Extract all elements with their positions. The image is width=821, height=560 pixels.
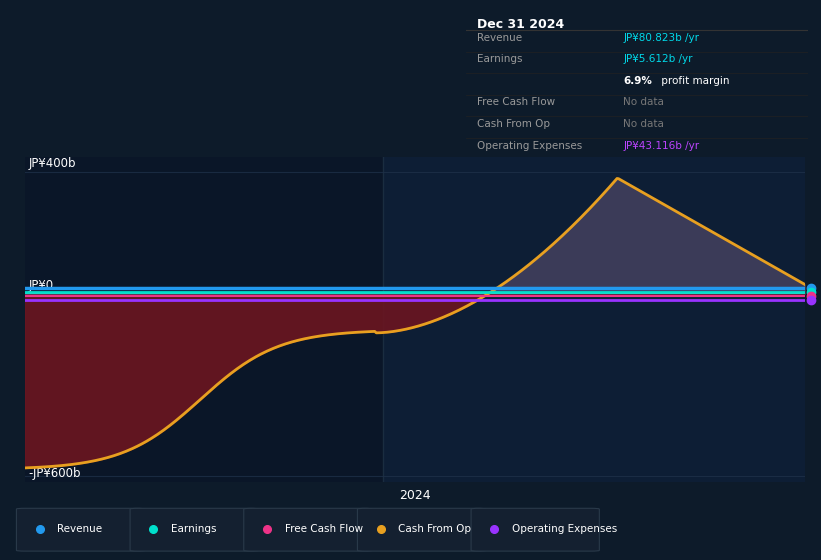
Text: Cash From Op: Cash From Op bbox=[476, 119, 549, 129]
Text: Free Cash Flow: Free Cash Flow bbox=[285, 524, 363, 534]
Text: 2024: 2024 bbox=[399, 489, 430, 502]
Text: JP¥0: JP¥0 bbox=[29, 279, 53, 292]
Text: JP¥400b: JP¥400b bbox=[29, 157, 76, 170]
FancyBboxPatch shape bbox=[357, 508, 486, 551]
FancyBboxPatch shape bbox=[16, 508, 144, 551]
Bar bbox=[25, 157, 383, 482]
Text: JP¥80.823b /yr: JP¥80.823b /yr bbox=[623, 32, 699, 43]
Text: JP¥43.116b /yr: JP¥43.116b /yr bbox=[623, 141, 699, 151]
FancyBboxPatch shape bbox=[244, 508, 372, 551]
Text: JP¥5.612b /yr: JP¥5.612b /yr bbox=[623, 54, 693, 64]
Text: Revenue: Revenue bbox=[476, 32, 521, 43]
Text: Operating Expenses: Operating Expenses bbox=[512, 524, 617, 534]
FancyBboxPatch shape bbox=[130, 508, 259, 551]
Text: Earnings: Earnings bbox=[171, 524, 217, 534]
Text: profit margin: profit margin bbox=[658, 76, 729, 86]
Text: Dec 31 2024: Dec 31 2024 bbox=[476, 18, 564, 31]
Text: No data: No data bbox=[623, 119, 664, 129]
Bar bbox=[383, 157, 805, 482]
Text: 6.9%: 6.9% bbox=[623, 76, 653, 86]
Text: Earnings: Earnings bbox=[476, 54, 522, 64]
Text: Operating Expenses: Operating Expenses bbox=[476, 141, 582, 151]
Text: Revenue: Revenue bbox=[57, 524, 103, 534]
Text: -JP¥600b: -JP¥600b bbox=[29, 468, 81, 480]
Text: Free Cash Flow: Free Cash Flow bbox=[476, 97, 555, 108]
Text: Cash From Op: Cash From Op bbox=[398, 524, 471, 534]
Text: No data: No data bbox=[623, 97, 664, 108]
FancyBboxPatch shape bbox=[471, 508, 599, 551]
